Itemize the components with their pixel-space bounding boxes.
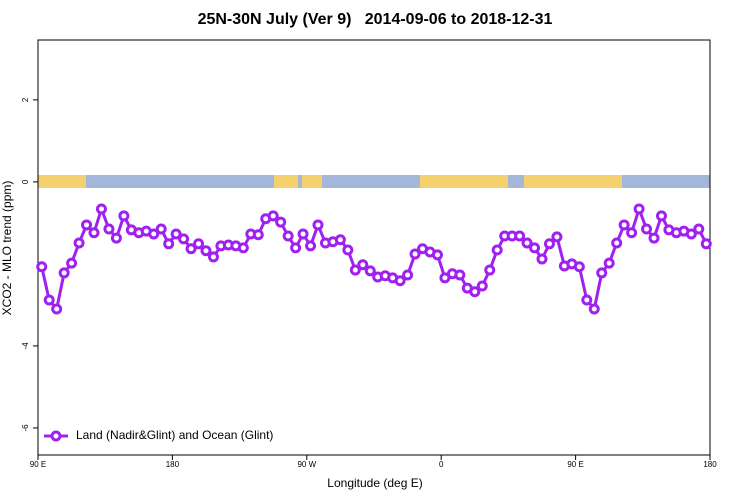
point xyxy=(409,248,421,260)
point xyxy=(469,286,481,298)
point xyxy=(364,265,376,277)
point xyxy=(178,233,190,245)
point xyxy=(588,303,600,315)
x-tick-label: 0 xyxy=(439,460,444,469)
x-axis-label: Longitude (deg E) xyxy=(327,476,422,490)
point xyxy=(193,238,205,250)
point xyxy=(655,210,667,222)
point xyxy=(200,245,212,257)
point xyxy=(237,242,249,254)
point xyxy=(305,240,317,252)
x-tick-label: 90 W xyxy=(297,460,316,469)
point xyxy=(551,231,563,243)
point xyxy=(118,210,130,222)
point xyxy=(633,203,645,215)
plot-frame xyxy=(37,39,711,456)
legend: Land (Nadir&Glint) and Ocean (Glint) xyxy=(44,428,273,442)
x-tick-label: 180 xyxy=(166,460,180,469)
point xyxy=(334,234,346,246)
point xyxy=(536,253,548,265)
point xyxy=(297,228,309,240)
point xyxy=(618,219,630,231)
point xyxy=(514,230,526,242)
point xyxy=(521,237,533,249)
point xyxy=(43,294,55,306)
y-tick-label: 2 xyxy=(21,97,30,102)
land xyxy=(274,175,298,188)
point xyxy=(275,216,287,228)
point xyxy=(454,269,466,281)
point xyxy=(611,237,623,249)
point xyxy=(81,219,93,231)
point xyxy=(581,294,593,306)
point xyxy=(529,242,541,254)
point xyxy=(58,267,70,279)
point xyxy=(282,230,294,242)
point xyxy=(207,251,219,263)
point xyxy=(312,219,324,231)
land xyxy=(420,175,508,188)
point xyxy=(148,228,160,240)
legend-marker xyxy=(50,430,62,442)
point xyxy=(290,242,302,254)
land xyxy=(38,175,86,188)
x-tick-label: 90 E xyxy=(567,460,583,469)
point xyxy=(648,232,660,244)
point xyxy=(394,275,406,287)
point xyxy=(73,237,85,249)
point xyxy=(349,264,361,276)
point xyxy=(95,203,107,215)
point xyxy=(543,238,555,250)
point xyxy=(484,264,496,276)
point xyxy=(252,229,264,241)
point xyxy=(51,303,63,315)
point xyxy=(110,232,122,244)
point xyxy=(402,269,414,281)
point xyxy=(185,243,197,255)
point xyxy=(596,267,608,279)
y-tick-label: -6 xyxy=(21,424,30,432)
point xyxy=(88,227,100,239)
point xyxy=(685,228,697,240)
point xyxy=(476,280,488,292)
point xyxy=(431,249,443,261)
point xyxy=(573,261,585,273)
point xyxy=(700,238,712,250)
y-tick-label: -4 xyxy=(21,342,30,350)
x-tick-label: 90 E xyxy=(30,460,46,469)
point xyxy=(163,238,175,250)
y-tick-label: 0 xyxy=(21,179,30,184)
point xyxy=(626,227,638,239)
point xyxy=(267,210,279,222)
point xyxy=(155,223,167,235)
point xyxy=(170,228,182,240)
point xyxy=(491,244,503,256)
point xyxy=(693,223,705,235)
land xyxy=(524,175,622,188)
y-axis-label: XCO2 - MLO trend (ppm) xyxy=(0,181,14,316)
land xyxy=(302,175,322,188)
point xyxy=(103,223,115,235)
chart-title: 25N-30N July (Ver 9) 2014-09-06 to 2018-… xyxy=(198,11,553,28)
x-tick-label: 180 xyxy=(703,460,717,469)
point xyxy=(357,259,369,271)
land-ocean-band xyxy=(38,175,710,188)
point xyxy=(603,257,615,269)
legend-label: Land (Nadir&Glint) and Ocean (Glint) xyxy=(76,428,273,442)
point xyxy=(36,261,48,273)
point xyxy=(641,223,653,235)
point xyxy=(66,257,78,269)
point xyxy=(342,244,354,256)
